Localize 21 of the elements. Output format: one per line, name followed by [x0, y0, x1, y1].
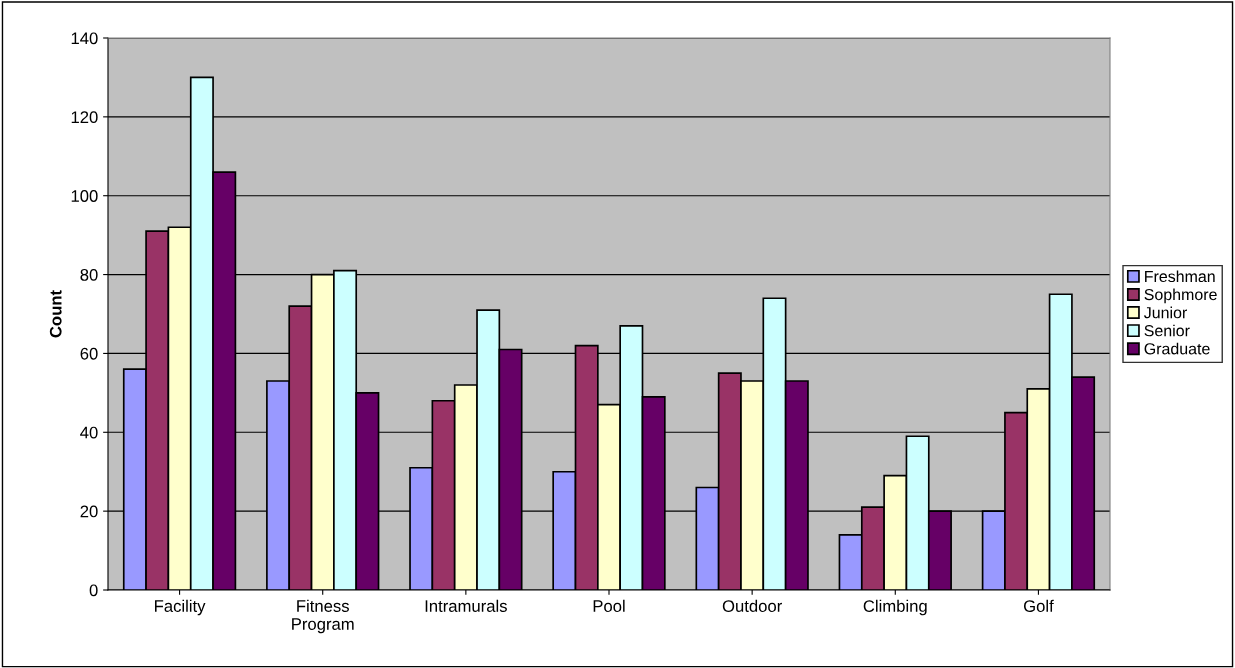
x-tick-label: Intramurals [425, 599, 507, 612]
y-tick-label: 60 [80, 347, 98, 360]
x-tick-label: Fitness Program [292, 599, 354, 634]
y-tick-label: 100 [71, 190, 98, 202]
y-tick-label: 20 [80, 505, 98, 518]
y-tick-label: 0 [89, 584, 98, 597]
y-axis-title: Count [49, 290, 62, 338]
x-tick-label: Facility [155, 599, 206, 616]
x-tick-label: Golf [1023, 599, 1054, 612]
x-tick-label: Climbing [863, 599, 927, 616]
legend-label: Sophmore [1144, 288, 1217, 304]
legend-label: Junior [1144, 306, 1187, 319]
legend-label: Senior [1144, 324, 1190, 337]
y-tick-label: 40 [80, 426, 98, 439]
x-tick-label: Outdoor [722, 599, 782, 612]
y-tick-label: 80 [80, 268, 98, 281]
legend-label: Graduate [1144, 342, 1210, 355]
y-tick-label: 140 [71, 32, 98, 45]
x-tick-label: Pool [593, 599, 625, 612]
y-tick-label: 120 [71, 111, 98, 124]
legend-label: Freshman [1145, 270, 1215, 283]
